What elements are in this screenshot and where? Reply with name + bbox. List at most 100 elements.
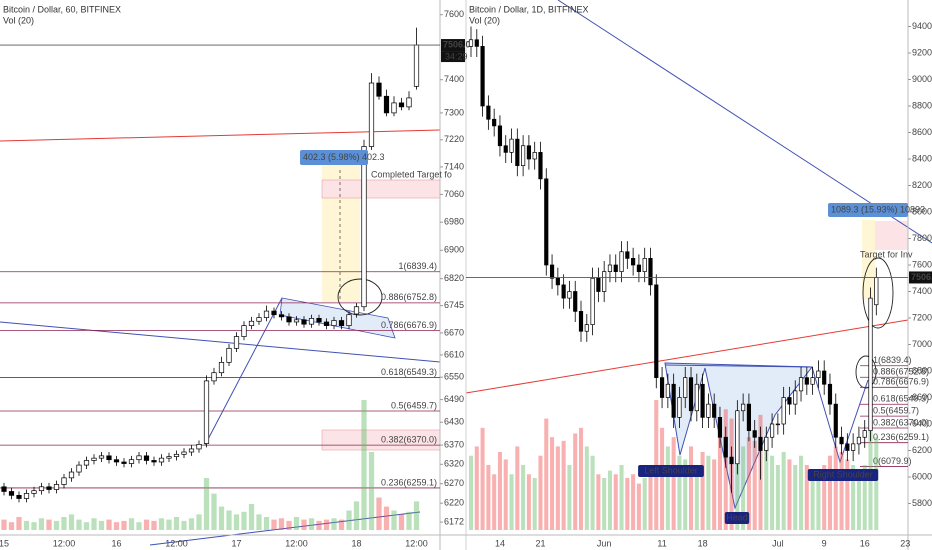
candle-body: [798, 377, 804, 392]
candle-body: [136, 455, 142, 461]
candle-body: [729, 456, 734, 465]
candle-body: [804, 377, 809, 385]
volume-bar: [752, 440, 757, 530]
candle-body: [211, 372, 217, 382]
candle-body: [181, 451, 187, 455]
candle-body: [874, 277, 879, 306]
volume-bar: [331, 518, 337, 530]
volume-bar: [196, 514, 202, 530]
last-price-box: [441, 39, 465, 52]
volume-bar: [23, 520, 30, 530]
y-tick-label: 6400: [912, 418, 932, 428]
last-price-box: [909, 271, 932, 284]
trend-line: [465, 319, 909, 394]
volume-bar: [38, 518, 45, 530]
candle-body: [723, 436, 728, 458]
candle-body: [561, 284, 566, 299]
fib-level-label: 0.236(6259.1): [381, 477, 437, 487]
candle-body: [248, 320, 255, 326]
y-tick-label: 7800: [912, 233, 932, 243]
y-tick-label: 7600: [912, 259, 932, 269]
y-tick-label: 7000: [912, 339, 932, 349]
candle-body: [308, 317, 315, 325]
volume-bar: [166, 519, 172, 530]
candle-body: [833, 403, 838, 438]
y-tick-label: 7140: [444, 161, 464, 171]
volume-bar: [845, 459, 850, 530]
y-tick-label: 6220: [444, 498, 464, 508]
volume-bar: [665, 446, 670, 530]
y-tick-label: 8400: [912, 153, 932, 163]
volume-bar: [203, 478, 210, 530]
volume-bar: [799, 455, 804, 530]
candle-body: [746, 403, 752, 431]
candle-body: [602, 271, 607, 292]
volume-bar: [688, 446, 694, 530]
volume-bar: [143, 519, 150, 530]
volume-bar: [338, 519, 345, 530]
candle-body: [263, 310, 270, 318]
y-tick-label: 8800: [912, 100, 932, 110]
candle-body: [293, 319, 300, 323]
candle-body: [31, 490, 37, 494]
chart-title: Bitcoin / Dollar, 1D, BITFINEX: [469, 4, 589, 14]
y-tick-label: 7400: [912, 286, 932, 296]
candle-body: [544, 178, 549, 266]
volume-bar: [874, 437, 879, 530]
candle-body: [758, 436, 763, 451]
volume-bar: [151, 520, 157, 530]
volume-bar: [61, 517, 67, 530]
volume-bar: [188, 518, 195, 530]
y-tick-label: 8600: [912, 127, 932, 137]
candle-body: [76, 464, 82, 473]
volume-bar: [480, 427, 485, 530]
candle-body: [584, 324, 589, 332]
candle-body: [706, 403, 711, 418]
y-tick-label: 6550: [444, 372, 464, 382]
volume-bar: [648, 465, 653, 530]
volume-bar: [631, 474, 636, 530]
volume-bar: [862, 465, 867, 530]
y-tick-label: 6320: [444, 459, 464, 469]
trend-line: [149, 511, 421, 546]
volume-bar: [561, 440, 566, 530]
candle-body: [515, 138, 520, 166]
pattern-label: Right Shoulder: [813, 469, 873, 479]
target-label: Target for Inv: [860, 249, 913, 259]
volume-bar: [619, 465, 624, 530]
candle-body: [383, 95, 390, 114]
volume-bar: [775, 465, 780, 530]
candle-body: [486, 105, 491, 120]
volume-bar: [1, 519, 7, 530]
volume-bar: [770, 455, 775, 530]
y-tick-label: 8000: [912, 206, 932, 216]
candle-body: [61, 477, 67, 485]
candle-body: [128, 459, 135, 464]
volume-bar: [391, 510, 397, 530]
countdown-box: [441, 51, 465, 63]
candle-body: [106, 455, 112, 461]
fib-level-label: 0.618(6549.3): [873, 394, 929, 404]
y-tick-label: 6980: [444, 217, 464, 227]
y-tick-label: 6745: [444, 300, 464, 310]
volume-bar: [256, 514, 262, 530]
volume-bar: [83, 522, 90, 530]
highlight-circle: [862, 257, 894, 329]
y-tick-label: 6200: [912, 445, 932, 455]
candle-body: [578, 311, 584, 332]
volume-bar: [706, 455, 711, 530]
volume-bar: [241, 511, 247, 530]
fib-level-label: 1(6839.4): [873, 355, 912, 365]
volume-bar: [816, 470, 821, 530]
candle-body: [694, 383, 699, 412]
volume-bar: [31, 522, 37, 530]
candle-body: [868, 297, 873, 431]
x-tick-label: 12:00: [285, 538, 308, 548]
volume-bar: [851, 465, 856, 530]
fib-level-label: 1(6839.4): [398, 261, 437, 271]
candle-body: [158, 457, 165, 463]
candle-body: [151, 460, 157, 463]
volume-bar: [128, 518, 135, 530]
volume-bar: [121, 520, 127, 530]
candle-body: [338, 320, 345, 326]
